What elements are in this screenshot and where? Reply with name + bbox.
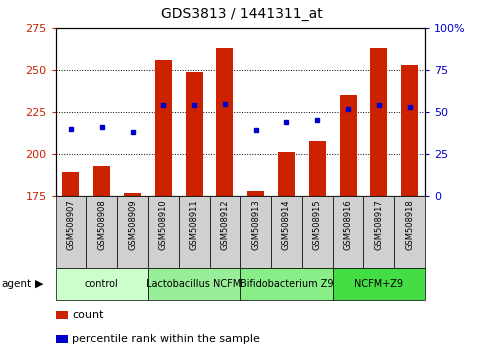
Text: agent: agent	[1, 279, 31, 289]
Bar	[370, 48, 387, 196]
Bar	[86, 196, 117, 268]
Bar	[155, 60, 172, 196]
Bar	[271, 196, 302, 268]
Bar	[179, 196, 210, 268]
Text: Bifidobacterium Z9: Bifidobacterium Z9	[240, 279, 333, 289]
Bar	[333, 268, 425, 300]
Text: GSM508917: GSM508917	[374, 199, 384, 250]
Bar	[93, 166, 110, 196]
Bar	[56, 196, 86, 268]
Text: GSM508907: GSM508907	[67, 199, 75, 250]
Bar	[240, 268, 333, 300]
Text: control: control	[85, 279, 119, 289]
Bar	[247, 191, 264, 196]
Bar	[340, 95, 356, 196]
Bar	[394, 196, 425, 268]
Text: percentile rank within the sample: percentile rank within the sample	[72, 334, 260, 344]
Bar	[210, 196, 240, 268]
Text: GSM508913: GSM508913	[251, 199, 260, 250]
Text: Lactobacillus NCFM: Lactobacillus NCFM	[146, 279, 242, 289]
Bar	[124, 193, 141, 196]
Text: count: count	[72, 310, 104, 320]
Bar	[148, 268, 241, 300]
Bar	[309, 141, 326, 196]
Text: GSM508912: GSM508912	[220, 199, 229, 250]
Text: GSM508909: GSM508909	[128, 199, 137, 250]
Bar	[240, 196, 271, 268]
Bar	[62, 172, 79, 196]
Text: GDS3813 / 1441311_at: GDS3813 / 1441311_at	[161, 7, 322, 21]
Bar	[278, 152, 295, 196]
Text: GSM508908: GSM508908	[97, 199, 106, 250]
Text: GSM508916: GSM508916	[343, 199, 353, 250]
Bar	[185, 72, 202, 196]
Bar	[364, 196, 394, 268]
Bar	[401, 65, 418, 196]
Bar	[56, 268, 148, 300]
Bar	[216, 48, 233, 196]
Bar	[148, 196, 179, 268]
Text: GSM508914: GSM508914	[282, 199, 291, 250]
Bar	[302, 196, 333, 268]
Text: NCFM+Z9: NCFM+Z9	[355, 279, 403, 289]
Text: GSM508910: GSM508910	[159, 199, 168, 250]
Bar	[117, 196, 148, 268]
Text: GSM508915: GSM508915	[313, 199, 322, 250]
Text: ▶: ▶	[35, 279, 43, 289]
Bar	[333, 196, 364, 268]
Text: GSM508918: GSM508918	[405, 199, 414, 250]
Text: GSM508911: GSM508911	[190, 199, 199, 250]
